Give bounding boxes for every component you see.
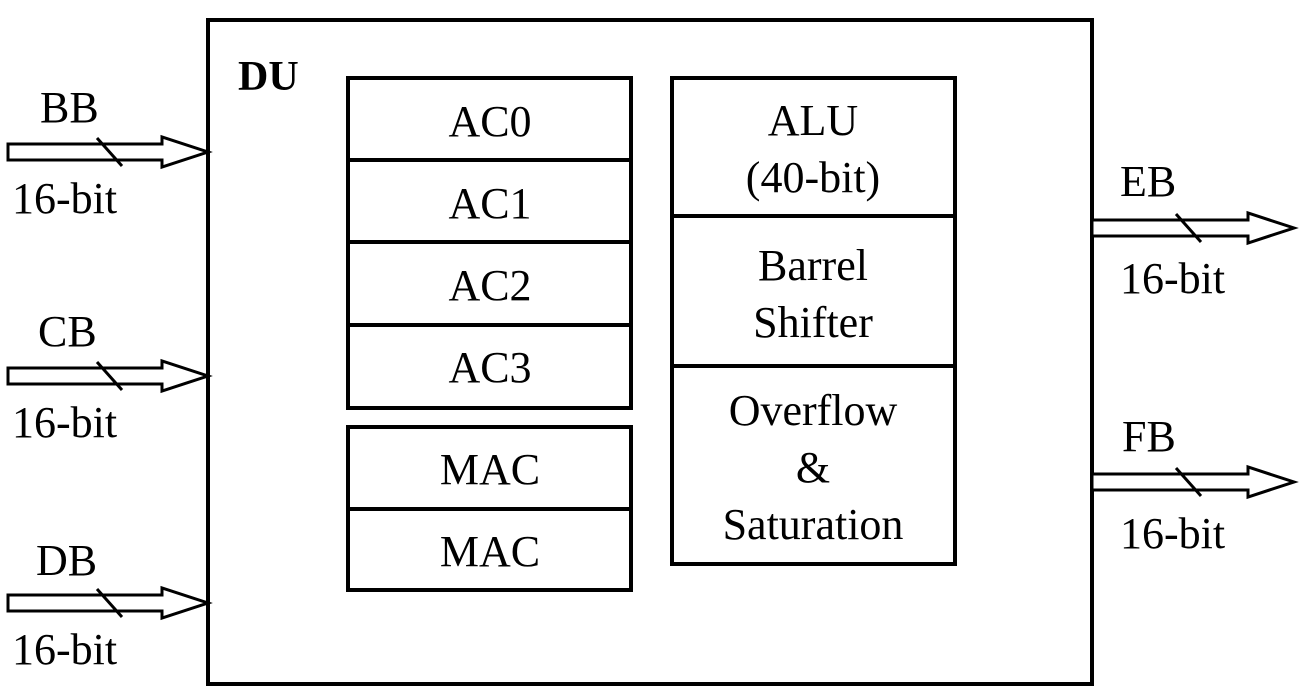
mac-stack: MAC MAC <box>346 425 633 592</box>
mac1-label: MAC <box>440 445 540 494</box>
ac3-label: AC3 <box>448 343 531 392</box>
output-bus-fb: FB 16-bit <box>1090 412 1299 558</box>
bus-arrow-icon <box>1090 464 1299 500</box>
ampersand-label: & <box>796 443 830 492</box>
output-bus-width: 16-bit <box>1120 509 1225 558</box>
bus-width-slash <box>95 137 124 167</box>
bus-width-slash <box>1174 213 1203 243</box>
alu-label: ALU <box>768 96 858 145</box>
alu-stack: ALU (40-bit) Barrel Shifter Overflow & S… <box>670 76 957 566</box>
input-bus-name: BB <box>40 83 99 132</box>
ac1-label: AC1 <box>448 179 531 228</box>
bus-width-slash <box>95 361 124 391</box>
output-bus-eb: EB 16-bit <box>1090 157 1299 303</box>
ac0-label: AC0 <box>448 97 531 146</box>
shifter-label: Shifter <box>753 298 873 347</box>
du-label: DU <box>238 54 299 100</box>
input-bus-db: DB 16-bit <box>6 536 213 674</box>
output-bus-width: 16-bit <box>1120 254 1225 303</box>
input-bus-width: 16-bit <box>12 398 117 447</box>
mac2-label: MAC <box>440 527 540 576</box>
bus-arrow-icon <box>1090 210 1299 246</box>
alu-stack-box <box>670 76 957 566</box>
input-bus-cb: CB 16-bit <box>6 307 213 447</box>
bus-width-slash <box>1174 467 1203 497</box>
ac2-label: AC2 <box>448 261 531 310</box>
alu-width-label: (40-bit) <box>746 153 880 202</box>
input-bus-bb: BB 16-bit <box>6 83 213 223</box>
barrel-label: Barrel <box>758 241 868 290</box>
output-bus-name: FB <box>1122 412 1176 461</box>
output-bus-name: EB <box>1120 157 1176 206</box>
input-bus-width: 16-bit <box>12 625 117 674</box>
input-bus-name: CB <box>38 307 97 356</box>
input-bus-name: DB <box>36 536 97 585</box>
accumulator-stack: AC0 AC1 AC2 AC3 <box>346 76 633 410</box>
input-bus-width: 16-bit <box>12 174 117 223</box>
bus-width-slash <box>95 588 124 618</box>
saturation-label: Saturation <box>723 500 904 549</box>
du-outer-box <box>206 18 1094 686</box>
overflow-label: Overflow <box>729 386 898 435</box>
